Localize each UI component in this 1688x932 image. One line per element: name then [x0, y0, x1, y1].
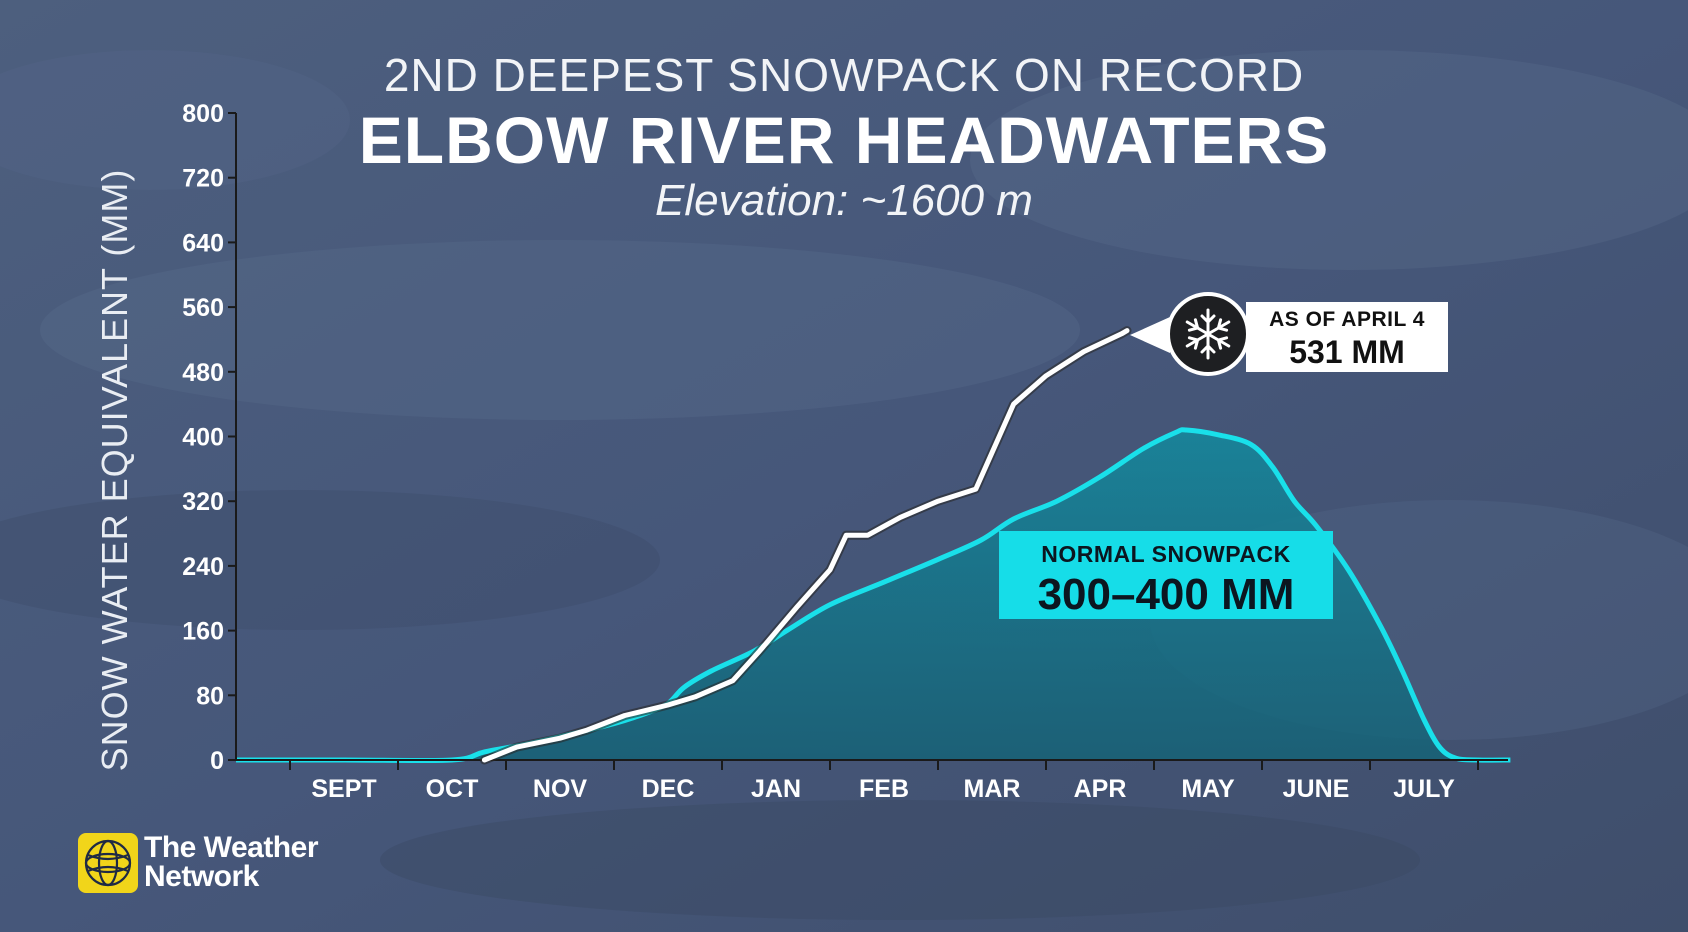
current-callout-pointer: [1130, 317, 1170, 353]
chart-title: ELBOW RIVER HEADWATERS: [358, 103, 1330, 177]
x-tick-label: JULY: [1393, 775, 1455, 803]
y-tick-label: 560: [182, 294, 224, 322]
x-tick-label: MAY: [1181, 775, 1235, 803]
x-tick-label: JAN: [751, 775, 801, 803]
y-axis-label: SNOW WATER EQUIVALENT (MM): [94, 168, 135, 772]
x-tick-label: SEPT: [311, 775, 376, 803]
chart-axes: 0 80 160 240 320 400 480 560 640 720 800 SEPT OCT NO…: [182, 100, 1508, 803]
current-callout-date: AS OF APRIL 4: [1269, 308, 1425, 331]
y-tick-label: 800: [182, 100, 224, 128]
normal-label-range: 300–400 MM: [1037, 570, 1295, 619]
normal-snowpack-area: [236, 429, 1511, 761]
normal-label-title: NORMAL SNOWPACK: [1041, 541, 1291, 567]
x-tick-label: JUNE: [1283, 775, 1350, 803]
brand-line-1: The Weather: [144, 831, 319, 864]
y-tick-label: 160: [182, 618, 224, 646]
current-callout: AS OF APRIL 4 531 MM: [1246, 302, 1448, 372]
x-tick-label: APR: [1074, 775, 1127, 803]
normal-snowpack-label: NORMAL SNOWPACK 300–400 MM: [999, 531, 1333, 619]
chart-supertitle: 2ND DEEPEST SNOWPACK ON RECORD: [383, 49, 1305, 101]
x-tick-label: MAR: [964, 775, 1021, 803]
y-tick-label: 0: [210, 747, 224, 775]
x-tick-label: OCT: [426, 775, 479, 803]
brand-name: The Weather Network: [144, 831, 319, 893]
x-tick-label: NOV: [533, 775, 588, 803]
y-tick-label: 320: [182, 488, 224, 516]
current-callout-value: 531 MM: [1289, 334, 1405, 370]
weather-network-globe-icon: [78, 833, 138, 893]
y-tick-label: 400: [182, 424, 224, 452]
chart-subtitle: Elevation: ~1600 m: [655, 176, 1033, 225]
y-tick-label: 240: [182, 553, 224, 581]
brand-line-2: Network: [144, 860, 259, 893]
snowflake-badge: [1166, 292, 1250, 376]
y-tick-label: 480: [182, 359, 224, 387]
current-snowpack-series: [479, 326, 1132, 765]
x-tick-label: DEC: [642, 775, 695, 803]
x-tick-label: FEB: [859, 775, 909, 803]
current-snowpack-line: [481, 328, 1130, 763]
snowflake-icon: [1185, 308, 1231, 360]
y-tick-label: 640: [182, 229, 224, 257]
y-tick-label: 720: [182, 165, 224, 193]
y-tick-label: 80: [196, 682, 224, 710]
